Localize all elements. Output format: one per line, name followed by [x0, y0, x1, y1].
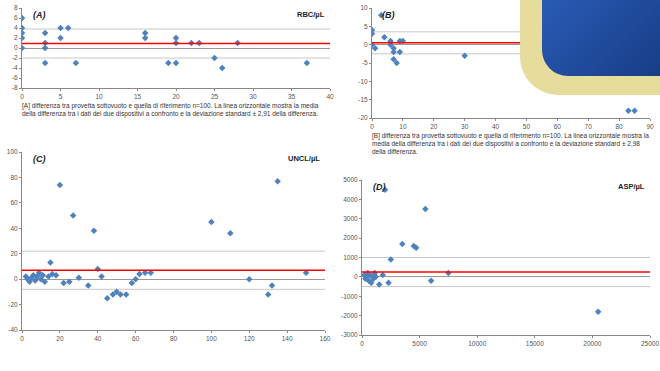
svg-text:-5: -5	[362, 59, 368, 66]
svg-text:20: 20	[430, 123, 438, 130]
svg-text:0: 0	[14, 275, 18, 282]
svg-text:5: 5	[364, 23, 368, 30]
svg-text:-4: -4	[12, 64, 18, 71]
svg-text:4000: 4000	[343, 196, 358, 203]
svg-text:20: 20	[56, 335, 64, 342]
svg-text:-6: -6	[12, 74, 18, 81]
svg-text:40: 40	[10, 225, 18, 232]
svg-text:-2: -2	[12, 54, 18, 61]
svg-text:(C): (C)	[33, 154, 46, 164]
svg-text:140: 140	[282, 335, 293, 342]
html-text:[B] differenza tra provetta so: [B] differenza tra provetta sottovuoto e…	[372, 132, 649, 155]
svg-text:RBC/µL: RBC/µL	[297, 10, 325, 19]
svg-text:80: 80	[170, 335, 178, 342]
svg-text:15000: 15000	[526, 340, 544, 347]
svg-text:90: 90	[646, 123, 654, 130]
svg-text:-1000: -1000	[341, 293, 358, 300]
svg-text:5: 5	[59, 93, 63, 100]
svg-text:60: 60	[554, 123, 562, 130]
svg-text:40: 40	[94, 335, 102, 342]
svg-text:20: 20	[172, 93, 180, 100]
svg-text:8: 8	[14, 4, 18, 11]
svg-text:0: 0	[364, 41, 368, 48]
svg-text:2000: 2000	[343, 234, 358, 241]
svg-text:2: 2	[14, 34, 18, 41]
svg-text:15: 15	[134, 93, 142, 100]
svg-text:0: 0	[20, 335, 24, 342]
svg-text:-2000: -2000	[341, 312, 358, 319]
svg-text:0: 0	[14, 44, 18, 51]
svg-text:3000: 3000	[343, 215, 358, 222]
svg-text:-15: -15	[358, 96, 368, 103]
svg-text:0: 0	[360, 340, 364, 347]
svg-text:100: 100	[206, 335, 217, 342]
svg-text:0: 0	[370, 123, 374, 130]
svg-text:-20: -20	[358, 114, 368, 121]
svg-text:0: 0	[20, 93, 24, 100]
svg-text:10: 10	[95, 93, 103, 100]
svg-text:60: 60	[132, 335, 140, 342]
svg-text:ASP/µL: ASP/µL	[618, 182, 645, 191]
svg-text:(B): (B)	[382, 10, 395, 20]
html-text:[A] differenza tra provetta so: [A] differenza tra provetta sottovuoto e…	[22, 102, 319, 117]
svg-text:20000: 20000	[583, 340, 601, 347]
svg-text:120: 120	[244, 335, 255, 342]
svg-text:80: 80	[615, 123, 623, 130]
svg-text:1000: 1000	[343, 254, 358, 261]
svg-text:(D): (D)	[373, 182, 386, 192]
svg-text:-20: -20	[8, 301, 18, 308]
svg-text:40: 40	[492, 123, 500, 130]
svg-text:0: 0	[354, 273, 358, 280]
svg-text:30: 30	[249, 93, 257, 100]
svg-text:60: 60	[10, 199, 18, 206]
svg-text:40: 40	[326, 93, 334, 100]
svg-text:35: 35	[288, 93, 296, 100]
svg-text:20: 20	[10, 250, 18, 257]
svg-text:10: 10	[399, 123, 407, 130]
svg-text:160: 160	[320, 335, 331, 342]
svg-text:25: 25	[211, 93, 219, 100]
svg-text:25000: 25000	[641, 340, 659, 347]
svg-text:-8: -8	[12, 84, 18, 91]
svg-text:-10: -10	[358, 78, 368, 85]
svg-text:6: 6	[14, 14, 18, 21]
svg-text:-3000: -3000	[341, 331, 358, 338]
svg-text:30: 30	[461, 123, 469, 130]
svg-text:(A): (A)	[33, 10, 46, 20]
svg-text:10: 10	[360, 4, 368, 11]
svg-text:-40: -40	[8, 326, 18, 333]
svg-text:UNCL/µL: UNCL/µL	[288, 154, 320, 163]
svg-text:70: 70	[585, 123, 593, 130]
svg-text:5000: 5000	[343, 176, 358, 183]
svg-text:100: 100	[7, 148, 18, 155]
svg-text:80: 80	[10, 174, 18, 181]
svg-text:50: 50	[523, 123, 531, 130]
svg-text:10000: 10000	[468, 340, 486, 347]
svg-text:4: 4	[14, 24, 18, 31]
svg-text:5000: 5000	[412, 340, 427, 347]
